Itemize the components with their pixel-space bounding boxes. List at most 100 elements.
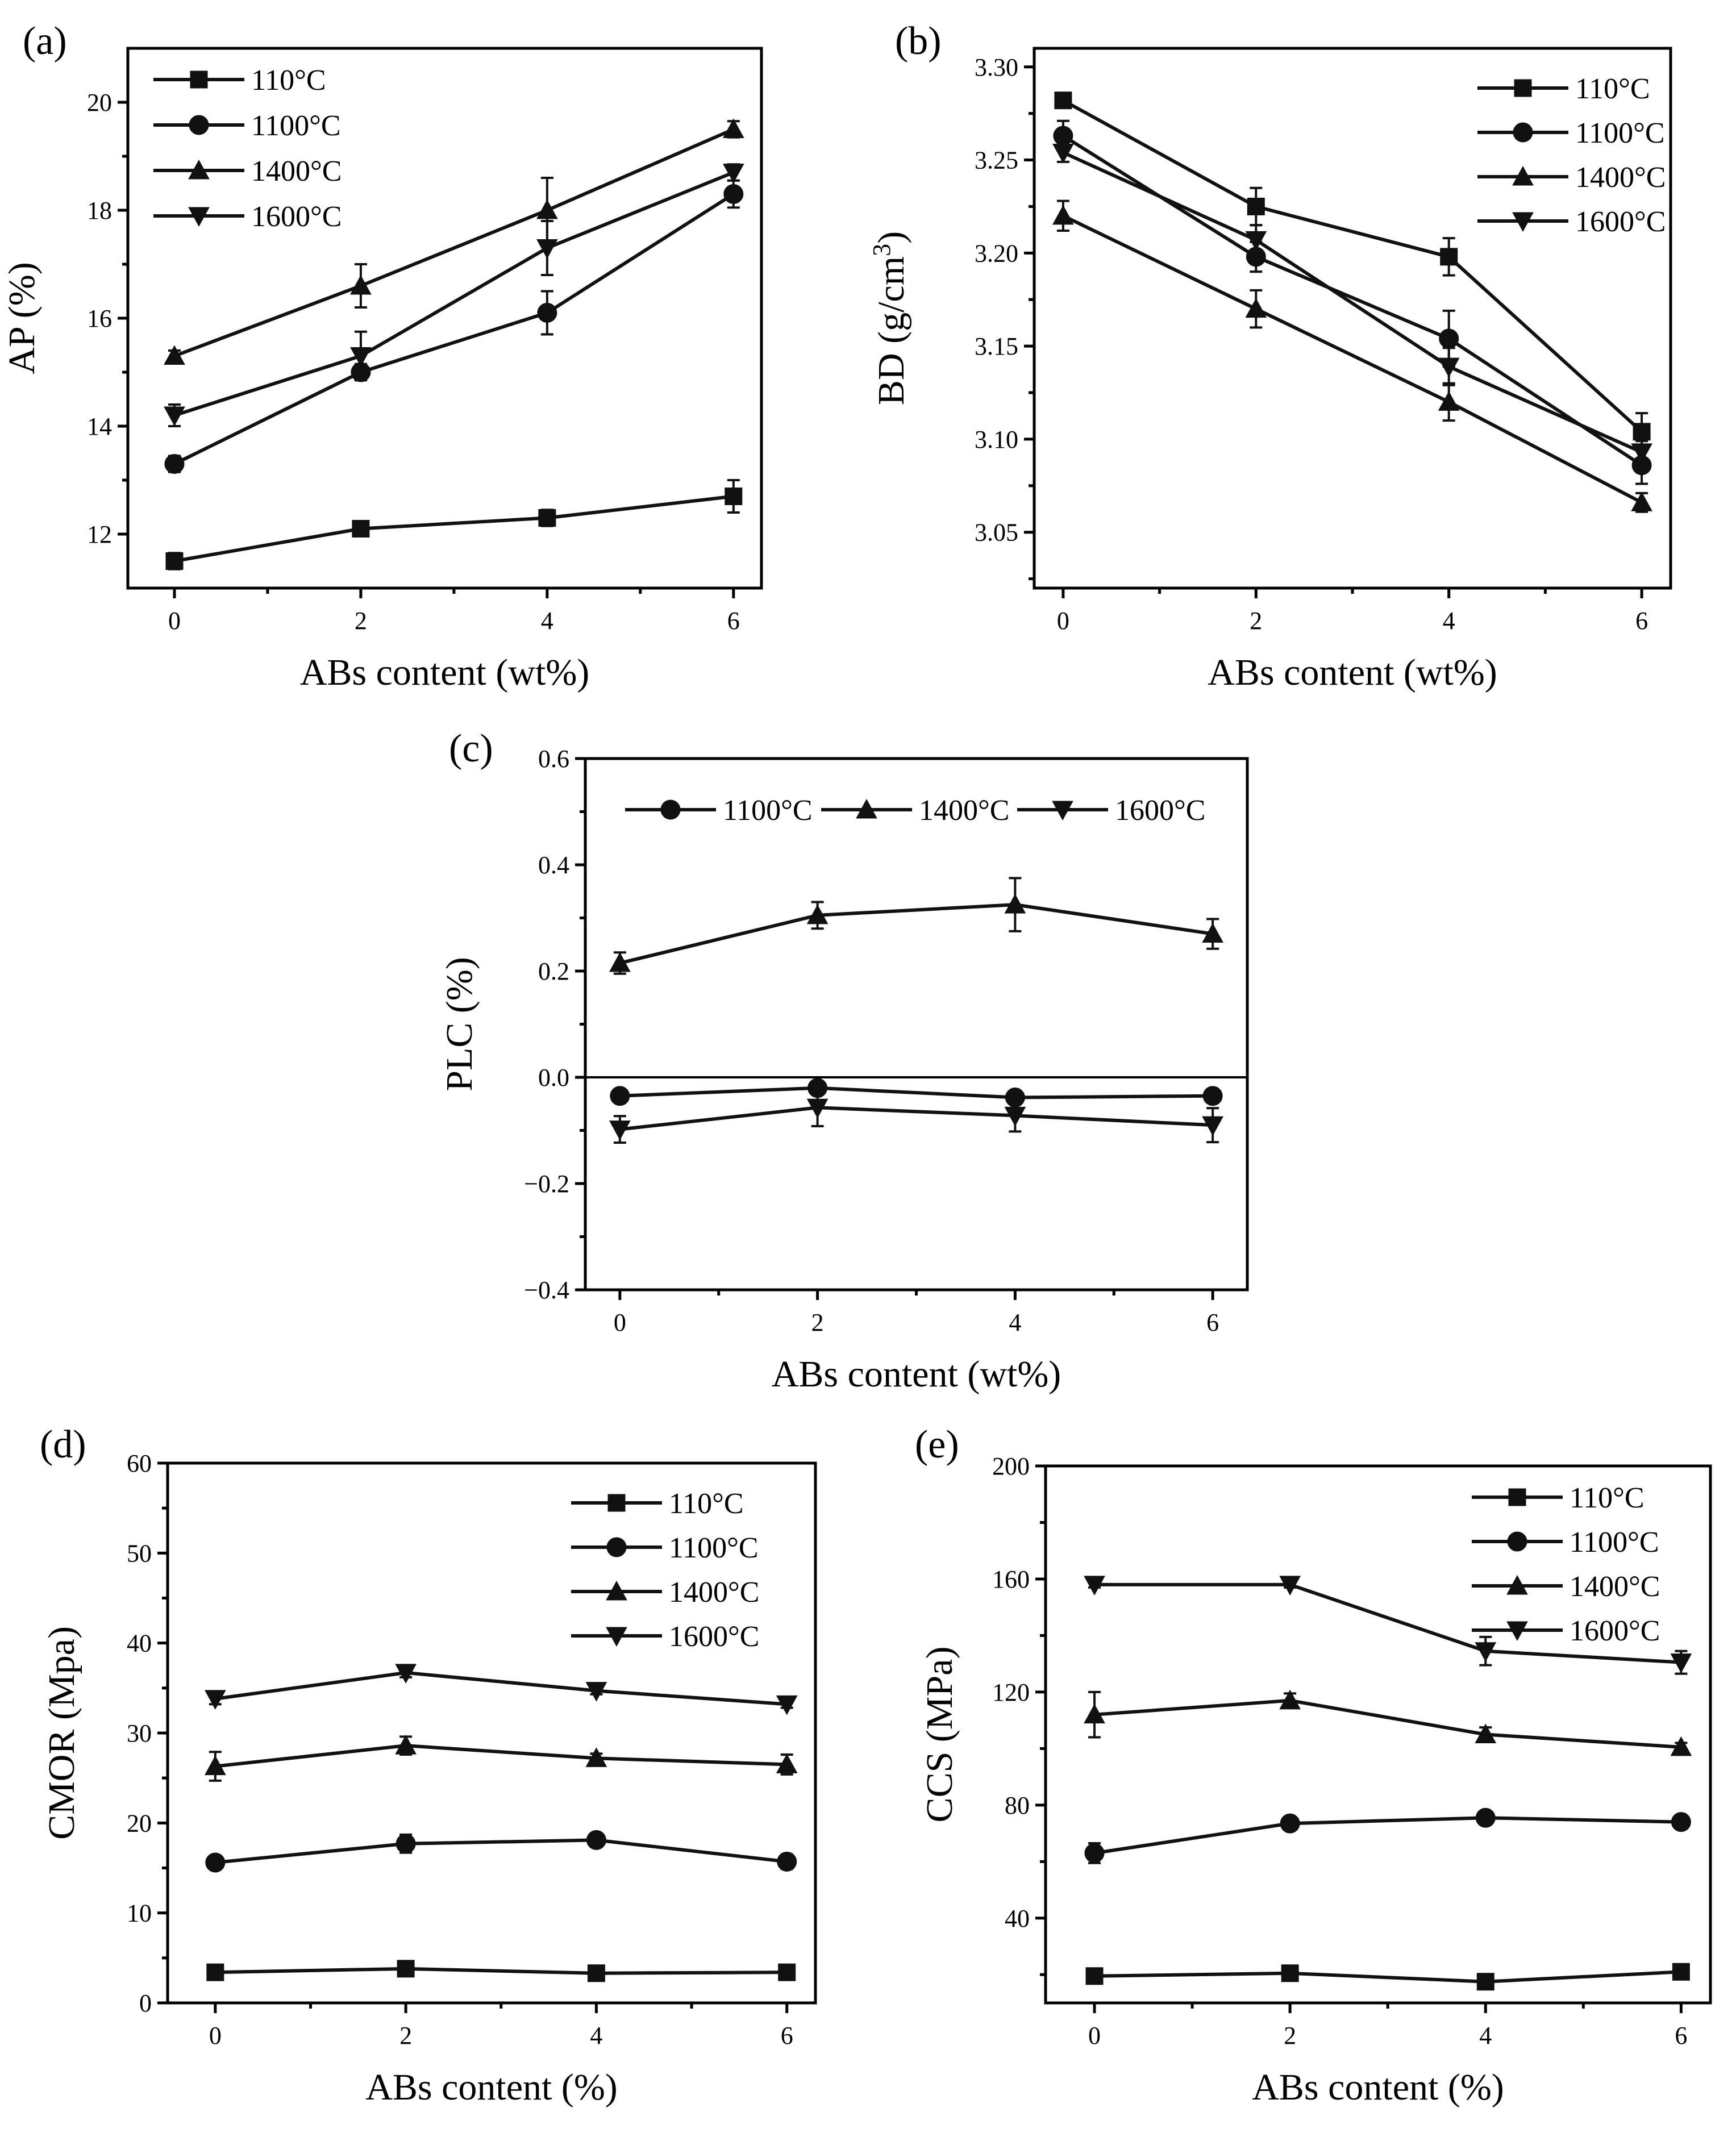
legend-item: 110°C	[1472, 1482, 1645, 1514]
data-point	[395, 1735, 417, 1755]
legend-label: 1100°C	[1570, 1526, 1659, 1559]
data-point	[350, 347, 372, 367]
data-point	[164, 345, 185, 365]
series-line	[215, 1671, 787, 1706]
legend-label: 1600°C	[1115, 794, 1205, 827]
data-point	[1438, 357, 1460, 378]
x-tick-label: 0	[209, 2022, 222, 2049]
series-1600C	[164, 163, 744, 427]
data-point	[586, 1830, 606, 1850]
data-point	[1202, 1086, 1223, 1106]
legend-marker	[1512, 212, 1534, 232]
y-tick-label: 12	[87, 520, 112, 548]
y-tick-label: 20	[127, 1809, 152, 1837]
panel-c: (c) 0 2 4 6 −0.4 −0.2 0.0 0.2 0.4 0.6 ABs content (…	[439, 727, 1249, 1395]
legend-label: 1600°C	[1570, 1615, 1660, 1647]
data-point	[776, 1695, 798, 1715]
data-point	[806, 904, 829, 924]
data-point	[1245, 231, 1267, 251]
panel-b: (b) 0 2 4 6 3.05 3.10 3.15 3.20 3.25 3.30 ABs conte…	[868, 19, 1672, 693]
y-axis-label-superscript: 3	[868, 244, 896, 256]
data-point	[536, 239, 558, 259]
y-tick-label: 40	[127, 1630, 152, 1657]
data-point	[538, 509, 556, 527]
data-point	[164, 406, 185, 427]
plot-frame	[584, 757, 1249, 1292]
data-point	[1052, 205, 1074, 225]
series-line	[174, 494, 734, 563]
data-point	[395, 1664, 417, 1684]
y-tick-label: 40	[1005, 1905, 1030, 1932]
legend-item: 1600°C	[153, 201, 342, 233]
series-line	[174, 170, 734, 417]
data-point	[1672, 1963, 1690, 1981]
legend-marker	[1506, 1574, 1528, 1595]
legend: 110°C 1100°C 1400°C 1600°C	[1472, 1482, 1660, 1647]
data-point	[1671, 1812, 1691, 1832]
legend-marker	[607, 1494, 626, 1512]
legend-item: 110°C	[153, 64, 326, 97]
series-line	[215, 1744, 787, 1768]
legend-marker	[1513, 122, 1533, 143]
data-point	[165, 552, 184, 570]
y-tick-label: 3.15	[975, 332, 1018, 360]
data-point	[1054, 91, 1072, 110]
data-point	[1084, 1843, 1105, 1863]
series-line	[1094, 1582, 1681, 1664]
legend-marker	[606, 1627, 627, 1647]
y-tick-label: 3.05	[975, 519, 1018, 547]
data-point	[1670, 1736, 1692, 1756]
y-tick-label: 3.20	[975, 239, 1018, 267]
series-line	[1062, 99, 1643, 434]
legend-item: 1100°C	[625, 794, 813, 827]
x-axis-label: ABs content (%)	[1252, 2067, 1504, 2108]
legend-label: 1600°C	[251, 201, 342, 233]
y-tick-label: 0.0	[538, 1064, 569, 1092]
legend-item: 1400°C	[1477, 161, 1666, 194]
data-point	[1052, 143, 1074, 164]
legend-label: 1600°C	[1575, 206, 1666, 238]
series-line	[1094, 1698, 1681, 1749]
y-tick-label: 120	[992, 1678, 1030, 1706]
legend: 1100°C 1400°C 1600°C	[625, 794, 1205, 827]
legend-marker	[1506, 1621, 1528, 1642]
data-point	[536, 199, 558, 219]
series-line	[1094, 1970, 1681, 1984]
data-point	[1202, 923, 1223, 943]
legend-item: 1600°C	[1017, 794, 1205, 827]
legend-item: 1100°C	[1477, 117, 1665, 149]
data-point	[1279, 1576, 1301, 1596]
legend-label: 1100°C	[669, 1532, 759, 1564]
x-tick-label: 2	[1250, 607, 1262, 635]
series-line	[1062, 151, 1643, 454]
legend-marker	[189, 115, 209, 135]
x-axis-label: ABs content (%)	[365, 2067, 618, 2108]
x-tick-label: 0	[614, 1309, 626, 1336]
y-tick-label: 16	[87, 305, 112, 332]
legend-label: 110°C	[1570, 1482, 1645, 1514]
data-point	[1475, 1723, 1497, 1743]
x-tick-label: 0	[1088, 2022, 1101, 2049]
data-point	[1004, 894, 1026, 914]
legend-marker	[188, 207, 210, 227]
series-line	[215, 1838, 788, 1864]
series-line	[619, 903, 1213, 965]
legend-label: 1400°C	[919, 794, 1009, 827]
y-tick-label: 3.10	[975, 426, 1018, 453]
y-tick-label: 0.2	[538, 957, 569, 985]
series-line	[1094, 1816, 1681, 1855]
y-tick-label: −0.2	[524, 1170, 569, 1198]
panel-e: (e) 0 2 4 6 40 80 120 160 200 ABs content (%) CCS (…	[915, 1423, 1712, 2108]
plot-frame	[1044, 1464, 1712, 2005]
legend-marker	[1508, 1488, 1526, 1506]
data-point	[206, 1963, 224, 1981]
y-tick-label: 0	[139, 1989, 152, 2017]
x-tick-label: 4	[1443, 607, 1455, 635]
data-point	[1439, 328, 1459, 349]
data-point	[610, 1086, 630, 1106]
y-axis-label: BD (g/cm3)	[868, 231, 913, 405]
series-1100C	[610, 1078, 1223, 1108]
data-point	[396, 1834, 416, 1854]
y-axis-label: CMOR (Mpa)	[41, 1626, 82, 1840]
